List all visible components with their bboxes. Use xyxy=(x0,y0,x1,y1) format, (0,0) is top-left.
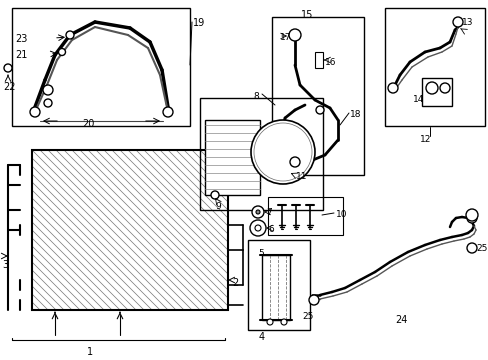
Circle shape xyxy=(257,126,308,178)
Circle shape xyxy=(315,106,324,114)
Circle shape xyxy=(4,64,12,72)
Bar xyxy=(32,150,227,310)
Bar xyxy=(247,240,309,330)
Bar xyxy=(271,17,363,175)
Text: 10: 10 xyxy=(335,210,347,219)
Circle shape xyxy=(387,83,397,93)
Bar xyxy=(267,197,342,235)
Circle shape xyxy=(289,157,299,167)
Bar xyxy=(262,255,289,320)
Text: 3: 3 xyxy=(2,260,8,270)
Text: 2: 2 xyxy=(231,278,238,288)
Text: 22: 22 xyxy=(3,82,16,92)
Text: 5: 5 xyxy=(258,249,263,258)
Text: 18: 18 xyxy=(349,110,361,119)
Bar xyxy=(32,150,227,310)
Circle shape xyxy=(66,31,74,39)
Circle shape xyxy=(439,83,449,93)
Circle shape xyxy=(44,99,52,107)
Text: 25: 25 xyxy=(302,312,313,321)
Circle shape xyxy=(280,149,285,155)
Bar xyxy=(12,8,190,126)
Circle shape xyxy=(308,295,318,305)
Text: 14: 14 xyxy=(412,95,424,104)
Circle shape xyxy=(466,213,476,223)
Text: 4: 4 xyxy=(259,332,264,342)
Circle shape xyxy=(465,209,477,221)
Circle shape xyxy=(256,210,260,214)
Text: 9: 9 xyxy=(215,202,220,211)
Circle shape xyxy=(452,17,462,27)
Circle shape xyxy=(266,136,298,168)
Circle shape xyxy=(264,133,302,171)
Circle shape xyxy=(274,144,290,160)
Text: 16: 16 xyxy=(325,58,336,67)
Circle shape xyxy=(210,191,219,199)
Circle shape xyxy=(163,107,173,117)
Circle shape xyxy=(253,123,311,181)
Circle shape xyxy=(249,220,265,236)
Text: 11: 11 xyxy=(295,172,307,181)
Circle shape xyxy=(266,319,272,325)
Bar xyxy=(314,52,323,68)
Text: 12: 12 xyxy=(419,135,430,144)
Circle shape xyxy=(254,225,261,231)
Circle shape xyxy=(30,107,40,117)
Bar xyxy=(204,120,260,195)
Text: 7: 7 xyxy=(265,208,271,217)
Circle shape xyxy=(250,120,314,184)
Text: 1: 1 xyxy=(87,347,93,357)
Circle shape xyxy=(261,130,305,174)
Text: 13: 13 xyxy=(461,18,472,27)
Text: 23: 23 xyxy=(15,34,27,44)
Circle shape xyxy=(251,206,264,218)
Circle shape xyxy=(288,29,301,41)
Text: 17: 17 xyxy=(280,33,291,42)
Circle shape xyxy=(425,82,437,94)
Circle shape xyxy=(466,243,476,253)
Text: 6: 6 xyxy=(267,225,273,234)
Text: 20: 20 xyxy=(81,119,94,129)
Bar xyxy=(421,78,451,106)
Circle shape xyxy=(259,128,306,176)
Bar xyxy=(200,98,323,210)
Text: 21: 21 xyxy=(15,50,27,60)
Text: 15: 15 xyxy=(300,10,312,20)
Text: 8: 8 xyxy=(252,92,258,101)
Circle shape xyxy=(281,319,286,325)
Circle shape xyxy=(43,85,53,95)
Circle shape xyxy=(59,49,65,55)
Text: 24: 24 xyxy=(394,315,407,325)
Text: 19: 19 xyxy=(193,18,205,28)
Text: 25: 25 xyxy=(475,244,487,253)
Bar xyxy=(384,8,484,126)
